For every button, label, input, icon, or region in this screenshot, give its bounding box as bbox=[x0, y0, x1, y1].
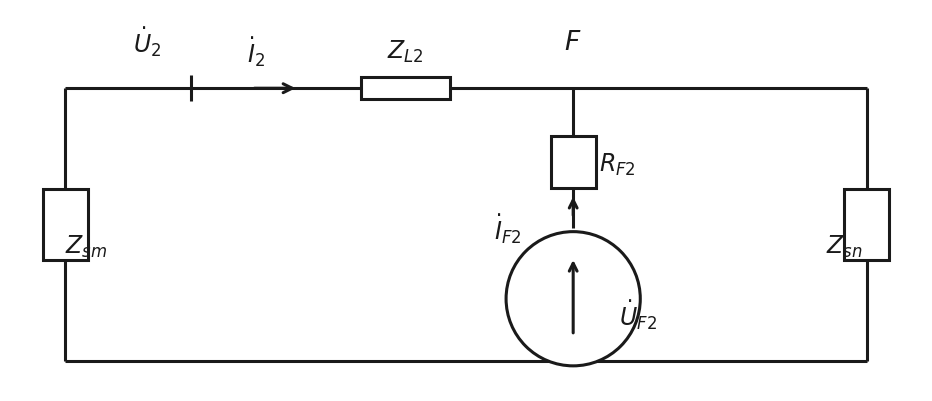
Text: $Z_{sm}$: $Z_{sm}$ bbox=[64, 233, 107, 260]
Bar bbox=[362, 77, 450, 99]
Text: $\dot{U}_{F2}$: $\dot{U}_{F2}$ bbox=[620, 298, 657, 332]
Text: $Z_{sn}$: $Z_{sn}$ bbox=[826, 233, 863, 260]
Text: $\dot{U}_2$: $\dot{U}_2$ bbox=[133, 25, 161, 59]
Text: $\dot{I}_{F2}$: $\dot{I}_{F2}$ bbox=[494, 212, 522, 245]
Text: $F$: $F$ bbox=[565, 30, 582, 55]
Bar bbox=[43, 189, 88, 260]
Bar bbox=[551, 136, 596, 188]
Ellipse shape bbox=[506, 232, 640, 366]
Text: $Z_{L2}$: $Z_{L2}$ bbox=[387, 39, 424, 65]
Text: $\dot{I}_2$: $\dot{I}_2$ bbox=[247, 35, 266, 69]
Text: $R_{F2}$: $R_{F2}$ bbox=[598, 151, 636, 178]
Bar bbox=[844, 189, 889, 260]
